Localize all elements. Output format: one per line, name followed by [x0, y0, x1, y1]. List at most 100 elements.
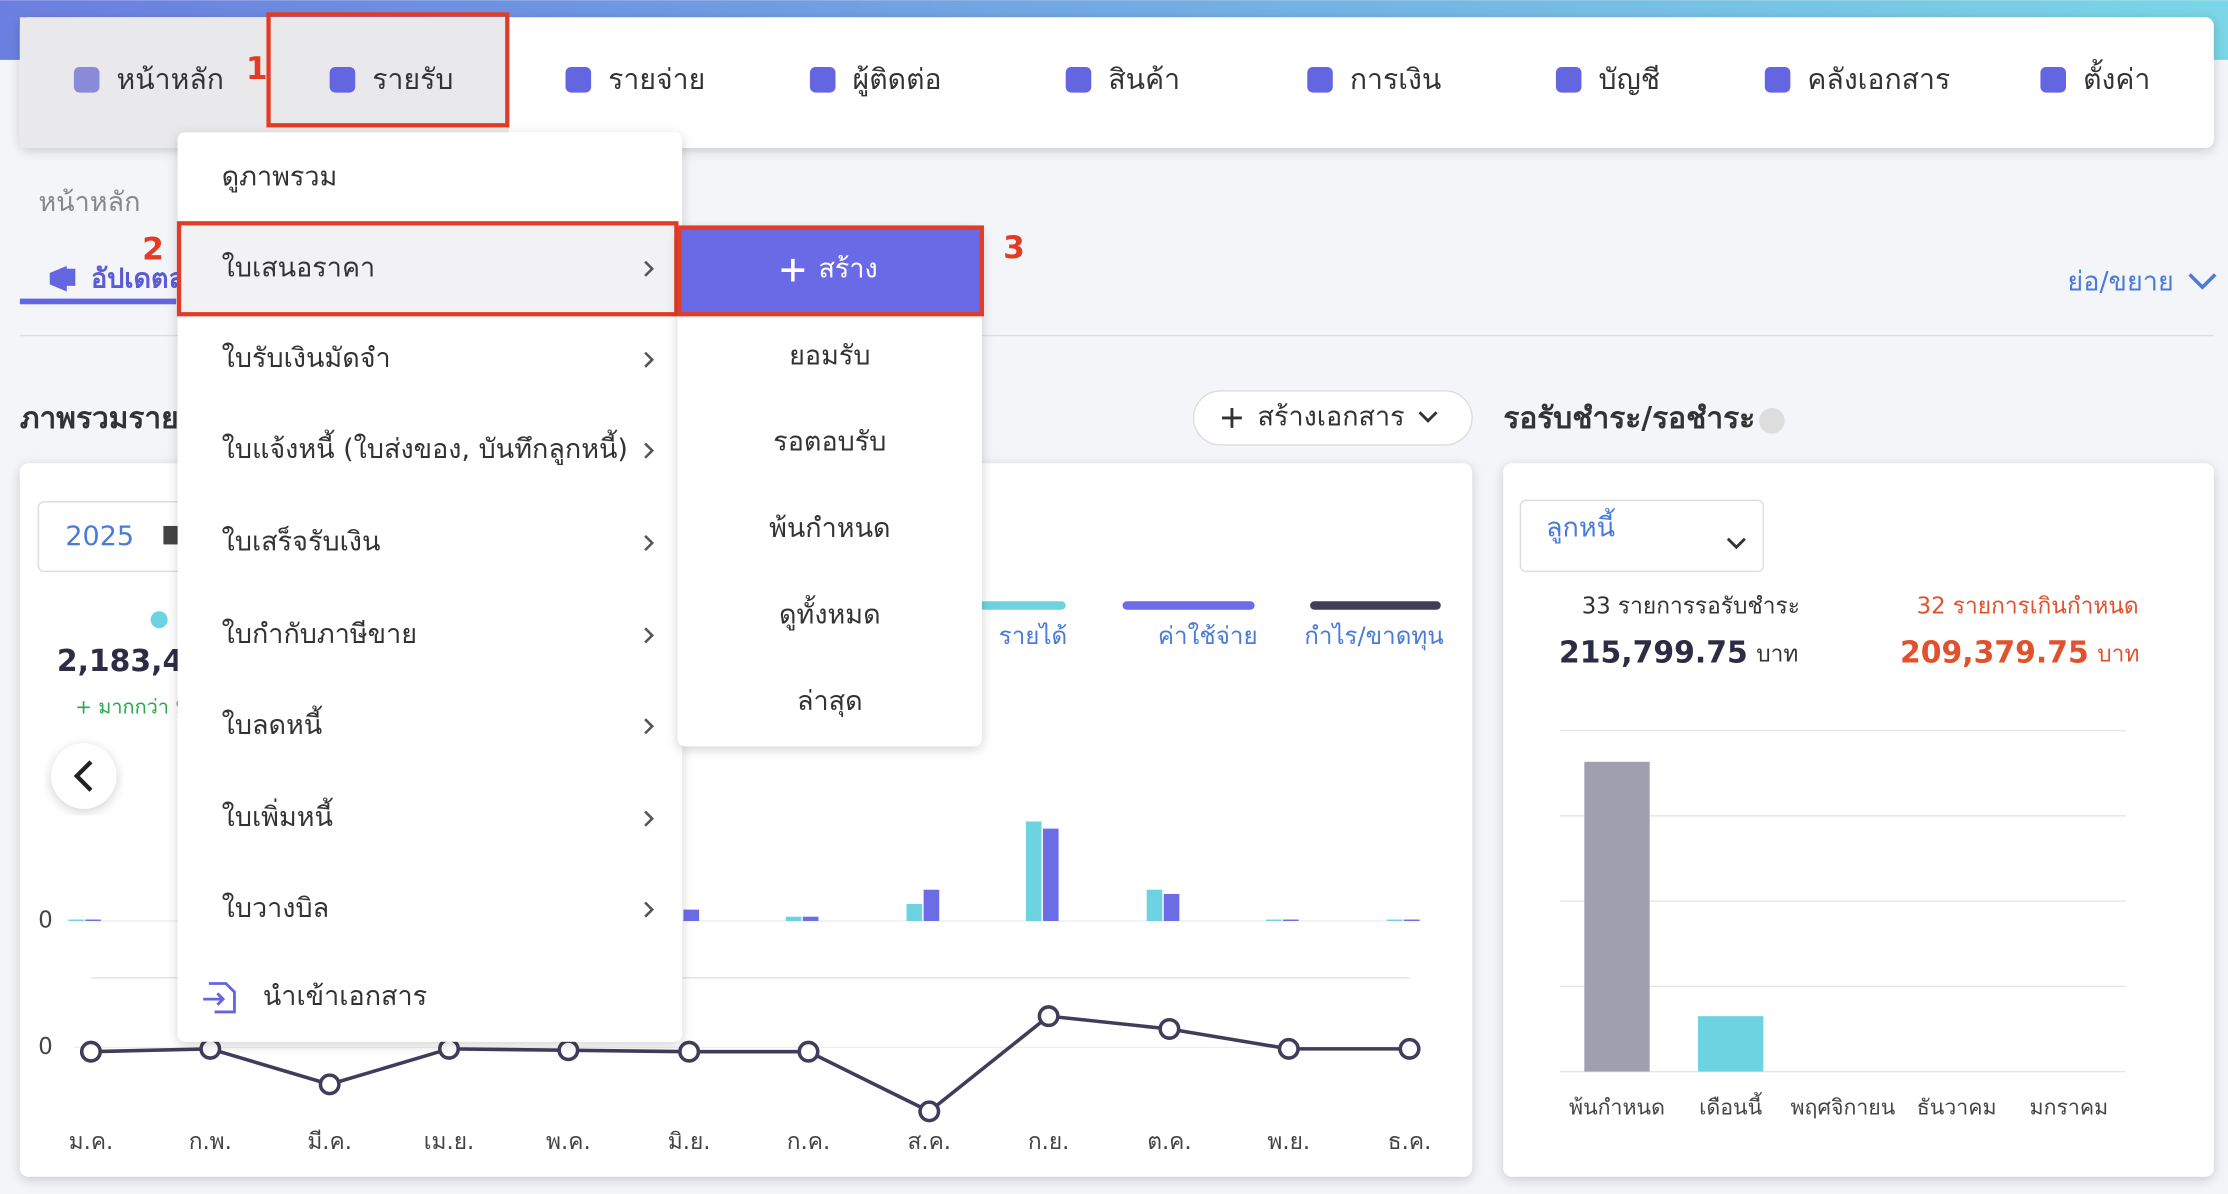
filter: ลูกหนี้ [1546, 507, 1615, 543]
point [199, 1037, 222, 1060]
create-button[interactable] [1192, 390, 1473, 446]
menu-item[interactable]: ใบวางบิล [222, 892, 329, 924]
point [1277, 1037, 1300, 1060]
nav-item[interactable]: รายจ่าย [608, 63, 705, 96]
menu-item[interactable]: ใบเสนอราคา [222, 251, 376, 283]
pending-amount: 215,799.75 [1559, 635, 1748, 670]
nav-icon [809, 66, 836, 93]
submenu-item[interactable]: ล่าสุด [797, 686, 863, 718]
bar [1386, 919, 1403, 921]
bar [1403, 919, 1420, 921]
point [1158, 1017, 1181, 1040]
overdue-unit: บาท [2097, 642, 2139, 668]
chevron [1726, 537, 1746, 550]
import-icon [203, 982, 236, 1014]
x-tick-label: มกราคม [2030, 1096, 2109, 1121]
submenu [677, 227, 982, 747]
legend-dot [150, 611, 168, 629]
x-tick-label: พ้นกำหนด [1569, 1096, 1665, 1121]
section-title: รอรับชำระ/รอชำระ [1503, 401, 1755, 436]
bar [1266, 919, 1282, 921]
bar [1042, 828, 1059, 921]
bar [923, 889, 940, 921]
menu-item[interactable]: นำเข้าเอกสาร [263, 981, 427, 1012]
x-tick-label: เดือนนี้ [1699, 1092, 1762, 1121]
help-icon[interactable] [1759, 408, 1785, 434]
point [1398, 1037, 1421, 1060]
line [90, 1014, 1410, 1114]
prev-button[interactable] [51, 743, 117, 809]
x-tick-label: พฤศจิกายน [1791, 1096, 1896, 1121]
menu-item[interactable]: ดูภาพรวม [222, 161, 338, 192]
submenu-arrow [644, 442, 655, 459]
bar [802, 916, 819, 921]
nav-icon [2040, 66, 2067, 93]
point [79, 1040, 102, 1063]
x-tick-label: ธ.ค. [1388, 1129, 1432, 1155]
nav-item[interactable]: ตั้งค่า [2083, 59, 2150, 96]
x-tick-label: ส.ค. [908, 1129, 952, 1155]
submenu-arrow [644, 901, 655, 918]
nav-icon [1065, 66, 1092, 93]
submenu-item[interactable]: รอตอบรับ [773, 427, 886, 458]
menu-item[interactable]: ใบลดหนี้ [222, 705, 323, 741]
point [437, 1037, 461, 1060]
change: + มากกว่า 9 [75, 695, 188, 718]
nav-icon [565, 66, 592, 93]
submenu-arrow [644, 718, 655, 735]
plus-icon [1221, 408, 1242, 428]
step-label: 3 [1003, 230, 1025, 266]
menu-item[interactable]: ใบรับเงินมัดจำ [222, 342, 391, 374]
nav-item[interactable]: บัญชี [1599, 63, 1661, 96]
tab-underline [19, 298, 177, 305]
overdue-count: 32 รายการเกินกำหนด [1917, 593, 2139, 619]
point [797, 1040, 820, 1063]
x-tick-label: ก.พ. [189, 1129, 232, 1155]
submenu-item[interactable]: ดูทั้งหมด [779, 595, 881, 631]
menu-item[interactable]: ใบเสร็จรับเงิน [222, 524, 381, 558]
x-tick-label: ก.ย. [1028, 1129, 1070, 1155]
legend-label: ค่าใช้จ่าย [1158, 622, 1258, 650]
overdue-amount: 209,379.75 [1900, 635, 2089, 670]
x-tick-label: พ.ค. [546, 1129, 591, 1155]
bar [1697, 1016, 1764, 1072]
calendar-icon [163, 525, 181, 545]
nav-item[interactable]: หน้าหลัก [117, 63, 224, 96]
nav-bar [19, 17, 2214, 148]
submenu-item[interactable]: พ้นกำหนด [769, 513, 890, 544]
submenu-arrow [644, 260, 655, 277]
submenu-item[interactable]: ยอมรับ [789, 340, 870, 371]
collapse-toggle[interactable]: ย่อ/ขยาย [2067, 266, 2173, 297]
x-tick-label: มี.ค. [307, 1129, 352, 1155]
submenu-arrow [644, 534, 655, 552]
create-label: สร้าง [818, 254, 877, 285]
point [318, 1073, 341, 1096]
nav-items: หน้าหลัก รายรับ รายจ่าย ผู้ติดต่อ สินค้า การเ… [73, 59, 2150, 97]
plus-icon [781, 258, 805, 282]
nav-item[interactable]: การเงิน [1350, 63, 1441, 96]
x-tick-label: ธันวาคม [1917, 1096, 1997, 1121]
nav-item[interactable]: สินค้า [1108, 63, 1180, 96]
menu-item[interactable]: ใบกำกับภาษีขาย [222, 618, 417, 650]
pending-count: 33 รายการรอรับชำระ [1582, 593, 1800, 619]
prev-icon [73, 760, 93, 792]
submenu-arrow [644, 810, 655, 827]
step-label: 1 [246, 51, 268, 87]
legend-label: รายได้ [999, 622, 1067, 650]
nav-icon [329, 66, 356, 93]
pending-unit: บาท [1756, 642, 1798, 668]
filter-select[interactable] [1519, 499, 1765, 573]
point [678, 1040, 701, 1063]
nav-item[interactable]: รายรับ [372, 63, 453, 96]
nav-item[interactable]: คลังเอกสาร [1807, 63, 1950, 96]
nav-item[interactable]: ผู้ติดต่อ [853, 63, 942, 97]
create-item[interactable] [677, 227, 982, 315]
y-tick-label: 0 [38, 1034, 52, 1060]
submenu-arrow [644, 351, 655, 368]
highlight-box [176, 221, 679, 317]
menu-item[interactable]: ใบแจ้งหนี้ (ใบส่งของ, บันทึกลูกหนี้) [222, 429, 628, 465]
menu-item[interactable]: ใบเพิ่มหนี้ [222, 797, 333, 833]
tab[interactable]: อัปเดตล [91, 264, 185, 295]
